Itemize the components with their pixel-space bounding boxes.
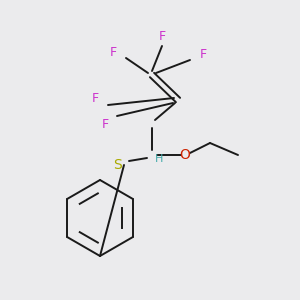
Text: F: F: [101, 118, 109, 130]
Text: F: F: [110, 46, 117, 59]
Text: F: F: [158, 31, 166, 44]
Text: H: H: [155, 154, 163, 164]
Text: S: S: [114, 158, 122, 172]
Text: F: F: [200, 47, 207, 61]
Text: F: F: [92, 92, 99, 106]
Text: O: O: [180, 148, 190, 162]
